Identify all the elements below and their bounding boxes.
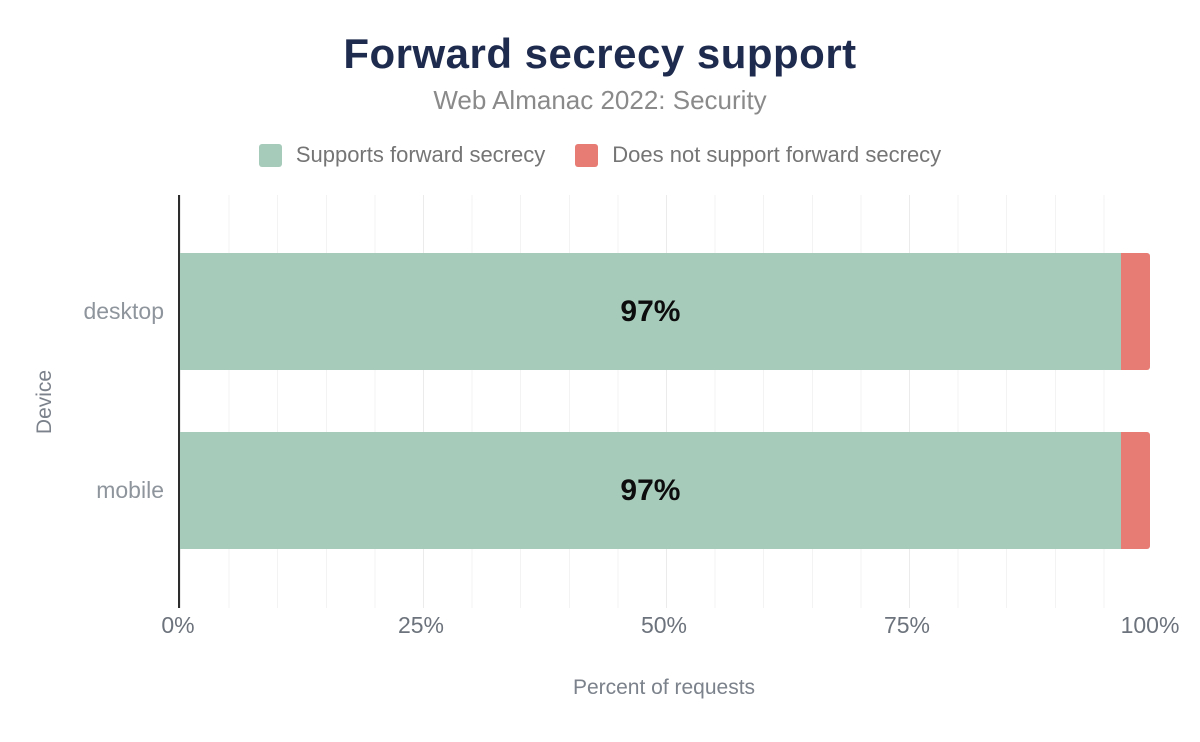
bar-segment-not-supports <box>1120 253 1150 370</box>
chart-title: Forward secrecy support <box>343 30 857 77</box>
bar-row-mobile: 97% <box>180 432 1150 549</box>
x-tick-label: 25% <box>397 612 445 638</box>
x-tick-label: 50% <box>640 612 688 638</box>
plot-area: 97% 97% <box>178 195 1150 608</box>
bar-segment-supports: 97% <box>180 253 1121 370</box>
legend-item-supports: Supports forward secrecy <box>258 142 546 168</box>
x-tick-label: 75% <box>883 612 931 638</box>
x-axis-ticks: 0% 25% 50% 75% 100% <box>161 612 1179 644</box>
legend: Supports forward secrecy Does not suppor… <box>0 142 1200 168</box>
chart-subtitle: Web Almanac 2022: Security <box>433 85 767 115</box>
legend-swatch-not-supports-icon <box>575 143 599 167</box>
legend-label-supports: Supports forward secrecy <box>295 142 546 167</box>
bar-row-desktop: 97% <box>180 253 1150 370</box>
x-tick-label: 0% <box>161 612 195 638</box>
bar-segment-not-supports <box>1120 432 1150 549</box>
legend-label-not-supports: Does not support forward secrecy <box>612 142 942 167</box>
bar-segment-supports: 97% <box>180 432 1121 549</box>
legend-item-not-supports: Does not support forward secrecy <box>575 142 941 168</box>
x-tick-label: 100% <box>1120 612 1180 638</box>
bar-value-label: 97% <box>620 473 681 507</box>
category-labels: desktop mobile <box>0 195 164 608</box>
legend-swatch-supports-icon <box>258 143 282 167</box>
x-axis-title: Percent of requests <box>572 676 756 699</box>
category-label-desktop: desktop <box>83 298 164 324</box>
bar-value-label: 97% <box>620 294 681 328</box>
category-label-mobile: mobile <box>96 477 164 503</box>
